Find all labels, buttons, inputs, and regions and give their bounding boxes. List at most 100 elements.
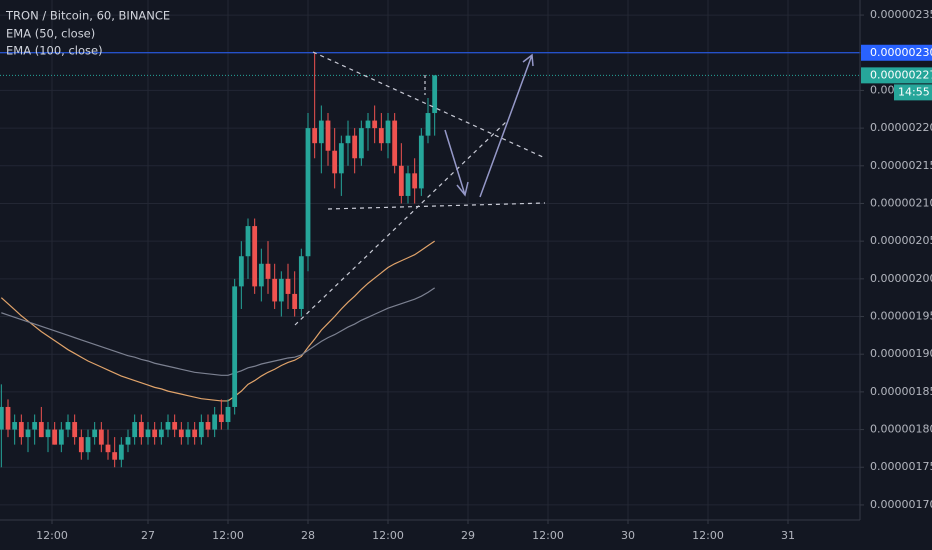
- candle-body: [45, 429, 51, 438]
- legend-entry: EMA (100, close): [6, 44, 103, 58]
- candle-body: [392, 120, 398, 166]
- candle-body: [85, 437, 91, 453]
- candle-body: [298, 256, 304, 309]
- candle-body: [398, 165, 404, 196]
- x-tick-label: 28: [301, 529, 315, 542]
- x-tick-label: 29: [461, 529, 475, 542]
- candle-body: [118, 444, 124, 460]
- candle-body: [58, 429, 64, 445]
- price-label: 0.00000227: [870, 68, 932, 81]
- y-tick-label: 0.00000205: [870, 234, 932, 247]
- y-tick-label: 0.00000195: [870, 310, 932, 323]
- candle-body: [52, 429, 58, 445]
- x-tick-label: 12:00: [212, 529, 244, 542]
- x-tick-label: 30: [621, 529, 635, 542]
- x-tick-label: 27: [141, 529, 155, 542]
- x-tick-label: 31: [781, 529, 795, 542]
- candle-body: [218, 414, 224, 423]
- candle-body: [432, 75, 438, 114]
- candle-body: [238, 256, 244, 287]
- x-tick-label: 12:00: [532, 529, 564, 542]
- y-tick-label: 0.00000185: [870, 385, 932, 398]
- candle-body: [318, 120, 324, 144]
- candle-body: [112, 452, 118, 460]
- candle-body: [225, 406, 231, 423]
- y-tick-label: 0.00000210: [870, 196, 932, 209]
- price-label: 0.00000230: [870, 46, 932, 59]
- candle-body: [132, 422, 138, 438]
- countdown-label: 14:55: [898, 85, 930, 98]
- candle-body: [178, 429, 184, 438]
- y-tick-label: 0.00000170: [870, 498, 932, 511]
- axes: 0.000002350.000002300.000002250.00000220…: [36, 8, 932, 542]
- candle-body: [38, 422, 44, 438]
- arrow: [444, 129, 469, 197]
- x-tick-label: 12:00: [36, 529, 68, 542]
- y-tick-label: 0.00000190: [870, 347, 932, 360]
- candle-body: [372, 120, 378, 129]
- candle-body: [272, 278, 278, 302]
- candle-body: [358, 128, 364, 159]
- candle-body: [138, 422, 144, 438]
- price-label-box: [861, 67, 932, 84]
- marks: [0, 52, 860, 468]
- candle-body: [105, 444, 111, 453]
- ema-line: [1, 287, 436, 376]
- candle-body: [258, 263, 264, 287]
- candle-body: [72, 422, 78, 438]
- chart-title: TRON / Bitcoin, 60, BINANCE: [5, 9, 170, 23]
- candle-body: [425, 113, 431, 136]
- candle-body: [12, 422, 18, 430]
- candle-body: [385, 120, 391, 144]
- y-tick-label: 0.00000200: [870, 272, 932, 285]
- candle-body: [265, 263, 271, 279]
- trend-line: [312, 51, 546, 159]
- candle-body: [292, 293, 298, 309]
- arrow: [479, 53, 534, 198]
- candle-body: [305, 128, 311, 257]
- candle-body: [332, 150, 338, 174]
- candle-body: [5, 406, 11, 430]
- candle-body: [312, 128, 318, 144]
- candle-body: [0, 406, 4, 430]
- candle-body: [25, 429, 31, 438]
- legend-entry: EMA (50, close): [6, 27, 95, 41]
- countdown-box: [894, 84, 932, 101]
- trend-line: [294, 119, 509, 326]
- ema-line: [0, 240, 436, 402]
- y-tick-label: 0.00000175: [870, 460, 932, 473]
- candle-body: [158, 429, 164, 438]
- candle-body: [18, 422, 24, 438]
- candle-body: [192, 429, 198, 438]
- candle-body: [338, 143, 344, 174]
- x-tick-label: 12:00: [692, 529, 724, 542]
- candle-body: [205, 422, 211, 430]
- candle-body: [245, 226, 251, 257]
- candle-body: [145, 429, 151, 438]
- candle-body: [345, 135, 351, 144]
- candle-body: [325, 120, 331, 151]
- drawings: [294, 51, 546, 326]
- grid: [0, 0, 860, 520]
- candle-body: [405, 173, 411, 196]
- candle-body: [125, 437, 131, 445]
- y-tick-label: 0.00000180: [870, 423, 932, 436]
- candle-body: [378, 128, 384, 144]
- candle-body: [92, 429, 98, 438]
- candle-body: [285, 278, 291, 294]
- candle-body: [32, 422, 38, 430]
- candle-body: [232, 286, 238, 407]
- candle-body: [418, 135, 424, 189]
- y-tick-label: 0.00000235: [870, 8, 932, 21]
- candle-body: [65, 422, 71, 430]
- candle-body: [78, 437, 84, 453]
- candle-body: [365, 120, 371, 129]
- x-tick-label: 12:00: [372, 529, 404, 542]
- y-tick-label: 0.00000215: [870, 159, 932, 172]
- candle-body: [172, 422, 178, 430]
- candle-body: [352, 135, 358, 159]
- candle-body: [252, 226, 258, 287]
- candle-body: [185, 429, 191, 438]
